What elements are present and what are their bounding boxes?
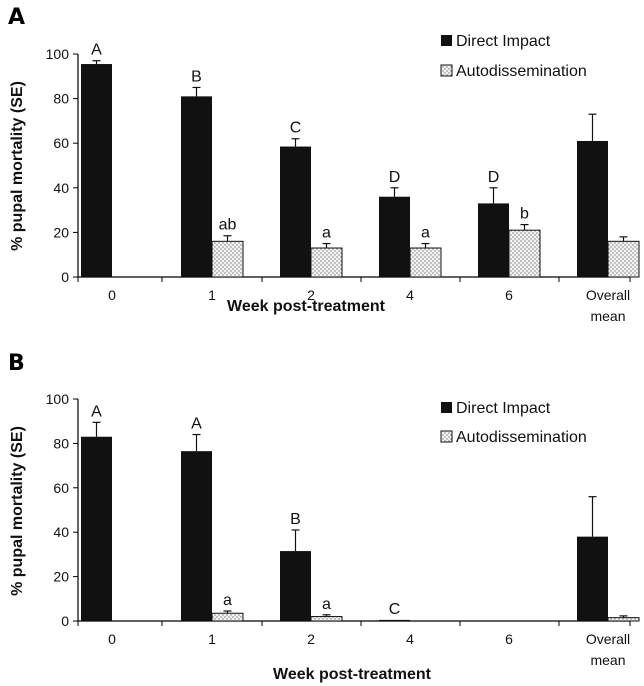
panel-b-bar-autodissemination [310, 616, 343, 622]
panel-a-y-tick-label: 40 [53, 180, 69, 196]
panel-b-y-tick-label: 0 [61, 613, 69, 629]
panel-a-y-tick-label: 80 [53, 91, 69, 107]
panel-a-x-tick-label: 0 [108, 287, 116, 303]
panel-b-y-tick-label: 60 [53, 480, 69, 496]
panel-b-x-tick-label: 4 [406, 631, 414, 647]
panel-a-bar-autodissemination [409, 247, 442, 278]
panel-a-bar-direct-impact [577, 140, 608, 277]
panel-a-bar-direct-impact [379, 196, 410, 277]
panel-a-y-axis-title: % pupal mortality (SE) [9, 81, 26, 251]
panel-a-legend: Direct Impact Autodissemination [440, 33, 587, 80]
panel-a-y-tick-label: 100 [46, 46, 70, 62]
panel-a-legend-label-direct-impact: Direct Impact [456, 33, 551, 50]
panel-a-bar-autodissemination [310, 247, 343, 278]
panel-b-bar-direct-impact [181, 451, 212, 621]
panel-a-bar-autodissemination [211, 240, 244, 278]
panel-a-bar-direct-impact [181, 96, 212, 278]
panel-b-y-tick-label: 40 [53, 524, 69, 540]
panel-b-x-tick-label: 0 [108, 631, 116, 647]
panel-a-x-tick-label: 2 [307, 287, 315, 303]
panel-b: B % pupal mortality (SE) Week post-treat… [8, 351, 640, 683]
panel-a-significance-label-autodissemination: a [322, 225, 331, 242]
panel-b-x-tick-label: Overall mean [586, 631, 630, 668]
panel-a-bar-direct-impact [81, 64, 112, 277]
panel-b-legend: Direct Impact Autodissemination [440, 400, 587, 446]
panel-b-x-axis-title: Week post-treatment [273, 666, 432, 683]
panel-b-significance-label-direct-impact: A [191, 416, 202, 433]
panel-a-x-tick-label: Overall mean [586, 287, 630, 324]
panel-a-x-tick-label: 1 [208, 287, 216, 303]
panel-a-y-tick-label: 60 [53, 135, 69, 151]
panel-b-legend-swatch-direct-impact [441, 402, 452, 413]
panel-a-legend-swatch-direct-impact [441, 35, 452, 46]
panel-b-y-tick-label: 20 [53, 569, 69, 585]
panel-b-bar-autodissemination [607, 617, 640, 622]
panel-b-letter: B [8, 351, 25, 376]
panel-b-bar-autodissemination [211, 612, 244, 622]
panel-a-x-tick-label: 4 [406, 287, 414, 303]
panel-b-legend-swatch-autodissemination [440, 430, 453, 443]
panel-a-significance-label-direct-impact: D [389, 169, 401, 186]
panel-b-x-tick-label: 1 [208, 631, 216, 647]
panel-a-letter: A [8, 5, 25, 30]
panel-a-x-axis-title: Week post-treatment [227, 298, 386, 315]
panel-b-bar-direct-impact [81, 436, 112, 621]
panel-b-y-axis-title: % pupal mortality (SE) [9, 426, 26, 596]
panel-b-significance-label-direct-impact: A [91, 403, 102, 420]
panel-a-legend-swatch-autodissemination [440, 64, 453, 77]
panel-a-bar-autodissemination [508, 229, 541, 278]
panel-a-significance-label-direct-impact: B [191, 68, 202, 85]
panel-b-y-tick-label: 80 [53, 435, 69, 451]
panel-a-significance-label-autodissemination: ab [219, 217, 237, 234]
panel-a-bar-direct-impact [478, 203, 509, 277]
panel-a-x-tick-label: 6 [505, 287, 513, 303]
panel-a-significance-label-direct-impact: A [91, 42, 102, 59]
panel-b-bar-direct-impact [280, 551, 311, 621]
panel-a-significance-label-autodissemination: b [520, 206, 529, 223]
panel-a-significance-label-direct-impact: C [290, 120, 302, 137]
panel-b-plot-area: 0 20 40 60 80 100 0 1 2 4 6 Overall mean A A B Ca a [46, 391, 640, 668]
panel-b-legend-label-autodissemination: Autodissemination [456, 429, 587, 446]
panel-b-significance-label-autodissemination: a [223, 592, 232, 609]
panel-b-x-tick-label: 6 [505, 631, 513, 647]
panel-a-legend-label-autodissemination: Autodissemination [456, 63, 587, 80]
panel-b-significance-label-direct-impact: B [290, 511, 301, 528]
panel-b-bar-direct-impact [379, 619, 410, 621]
panel-b-significance-label-autodissemination: a [322, 596, 331, 613]
panel-b-x-tick-label: 2 [307, 631, 315, 647]
panel-b-y-tick-label: 100 [46, 391, 70, 407]
panel-a-bar-direct-impact [280, 146, 311, 277]
panel-a-significance-label-autodissemination: a [421, 225, 430, 242]
panel-a: A % pupal mortality (SE) Week post-treat… [8, 5, 640, 324]
panel-b-legend-label-direct-impact: Direct Impact [456, 400, 551, 417]
panel-b-bar-direct-impact [577, 536, 608, 621]
panel-a-bar-autodissemination [607, 240, 640, 278]
panel-b-significance-label-direct-impact: C [389, 601, 401, 618]
panel-a-y-tick-label: 0 [61, 269, 69, 285]
panel-a-y-tick-label: 20 [53, 224, 69, 240]
panel-a-significance-label-direct-impact: D [488, 169, 500, 186]
